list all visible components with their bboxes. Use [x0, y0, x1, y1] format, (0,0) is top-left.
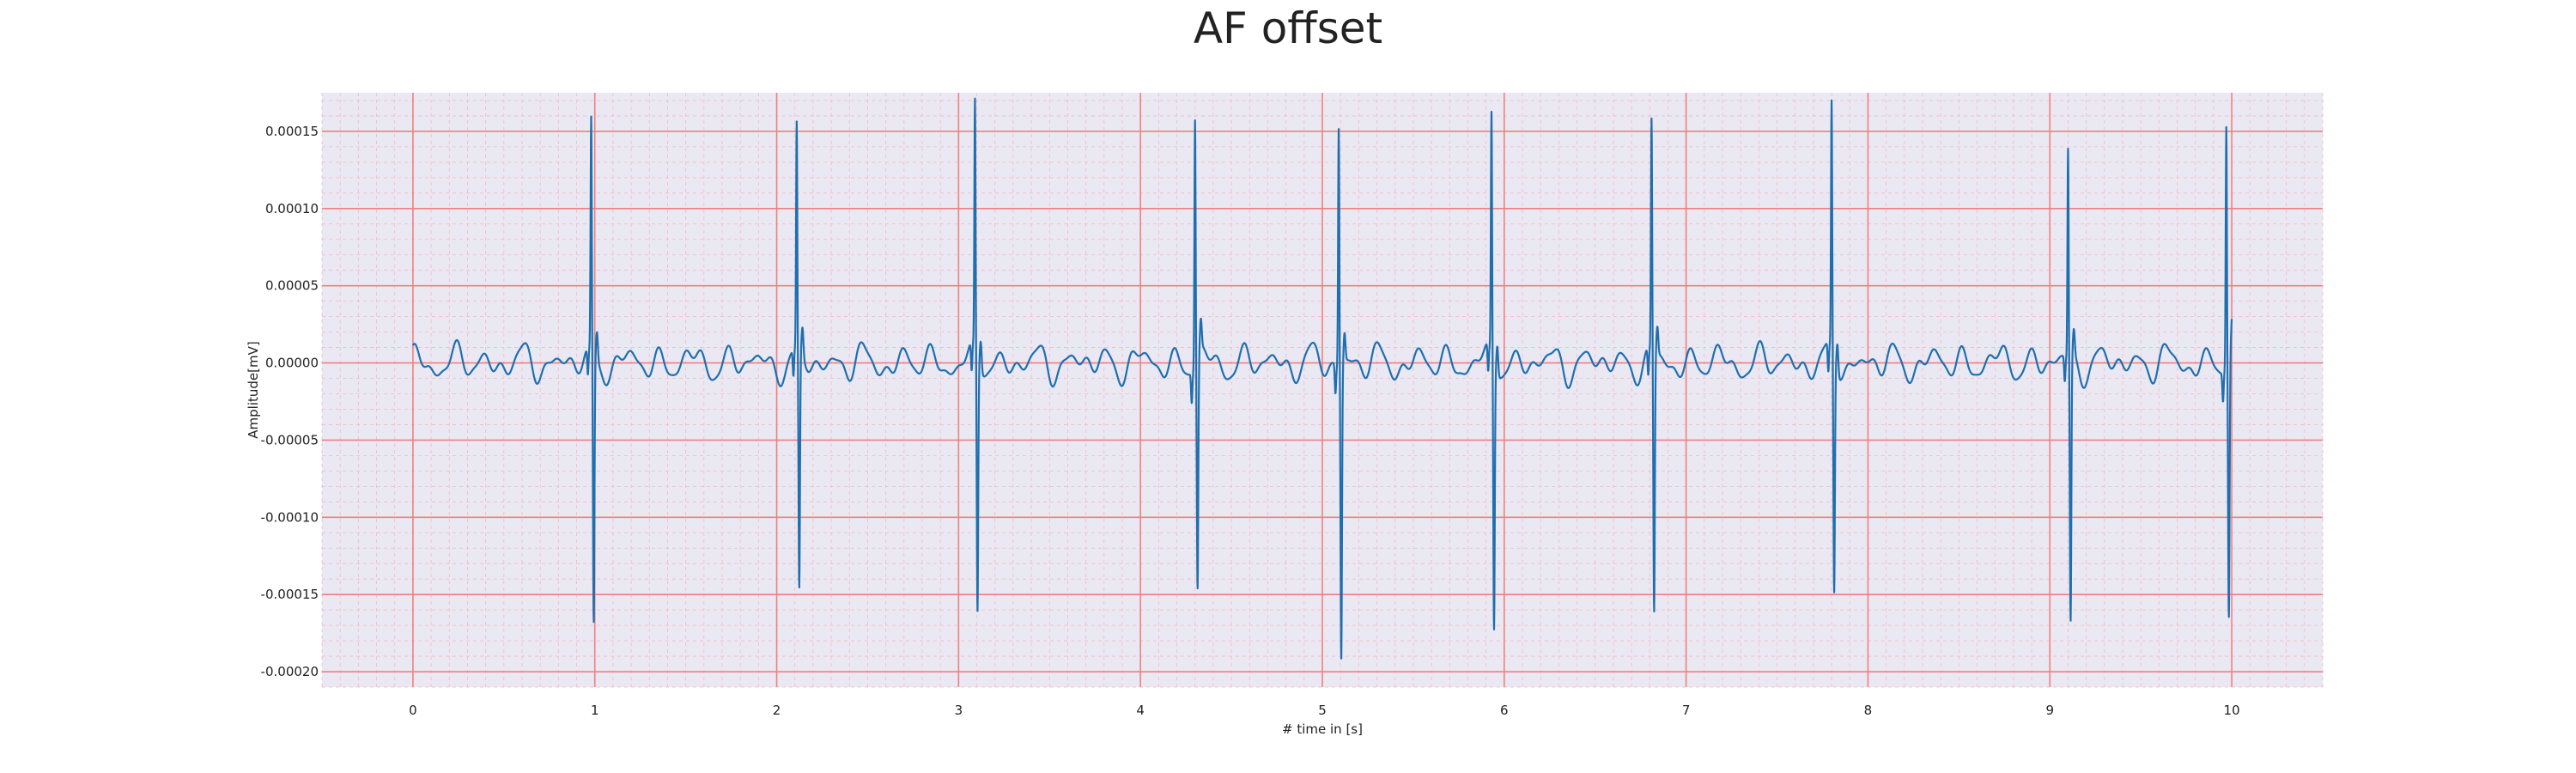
y-tick-label: 0.00005: [265, 278, 319, 294]
x-tick-label: 5: [1318, 703, 1327, 718]
y-tick-label: -0.00015: [261, 587, 319, 602]
x-tick-label: 3: [955, 703, 963, 718]
x-tick-label: 8: [1864, 703, 1873, 718]
x-tick-label: 1: [591, 703, 599, 718]
x-axis-label: # time in [s]: [1282, 721, 1363, 737]
x-tick-labels: 0 1 2 3 4 5 6 7 8 9 10: [409, 703, 2240, 718]
y-tick-label: -0.00020: [261, 664, 319, 679]
y-tick-label: 0.00000: [265, 356, 319, 371]
chart-title: AF offset: [1193, 3, 1383, 53]
x-tick-label: 2: [773, 703, 781, 718]
x-tick-label: 0: [409, 703, 417, 718]
x-tick-label: 6: [1500, 703, 1509, 718]
y-tick-label: -0.00010: [261, 509, 319, 525]
ecg-signal-line: [411, 97, 2233, 660]
x-tick-label: 10: [2224, 703, 2240, 718]
y-tick-label: 0.00015: [265, 124, 319, 139]
x-tick-label: 4: [1136, 703, 1145, 718]
y-tick-label: -0.00005: [261, 432, 319, 447]
major-grid: [322, 93, 2323, 687]
y-tick-labels: -0.00020 -0.00015 -0.00010 -0.00005 0.00000 0…: [261, 124, 319, 679]
x-tick-label: 7: [1682, 703, 1691, 718]
y-tick-label: 0.00010: [265, 201, 319, 216]
x-tick-label: 9: [2045, 703, 2054, 718]
y-axis-label: Amplitude[mV]: [246, 341, 261, 438]
